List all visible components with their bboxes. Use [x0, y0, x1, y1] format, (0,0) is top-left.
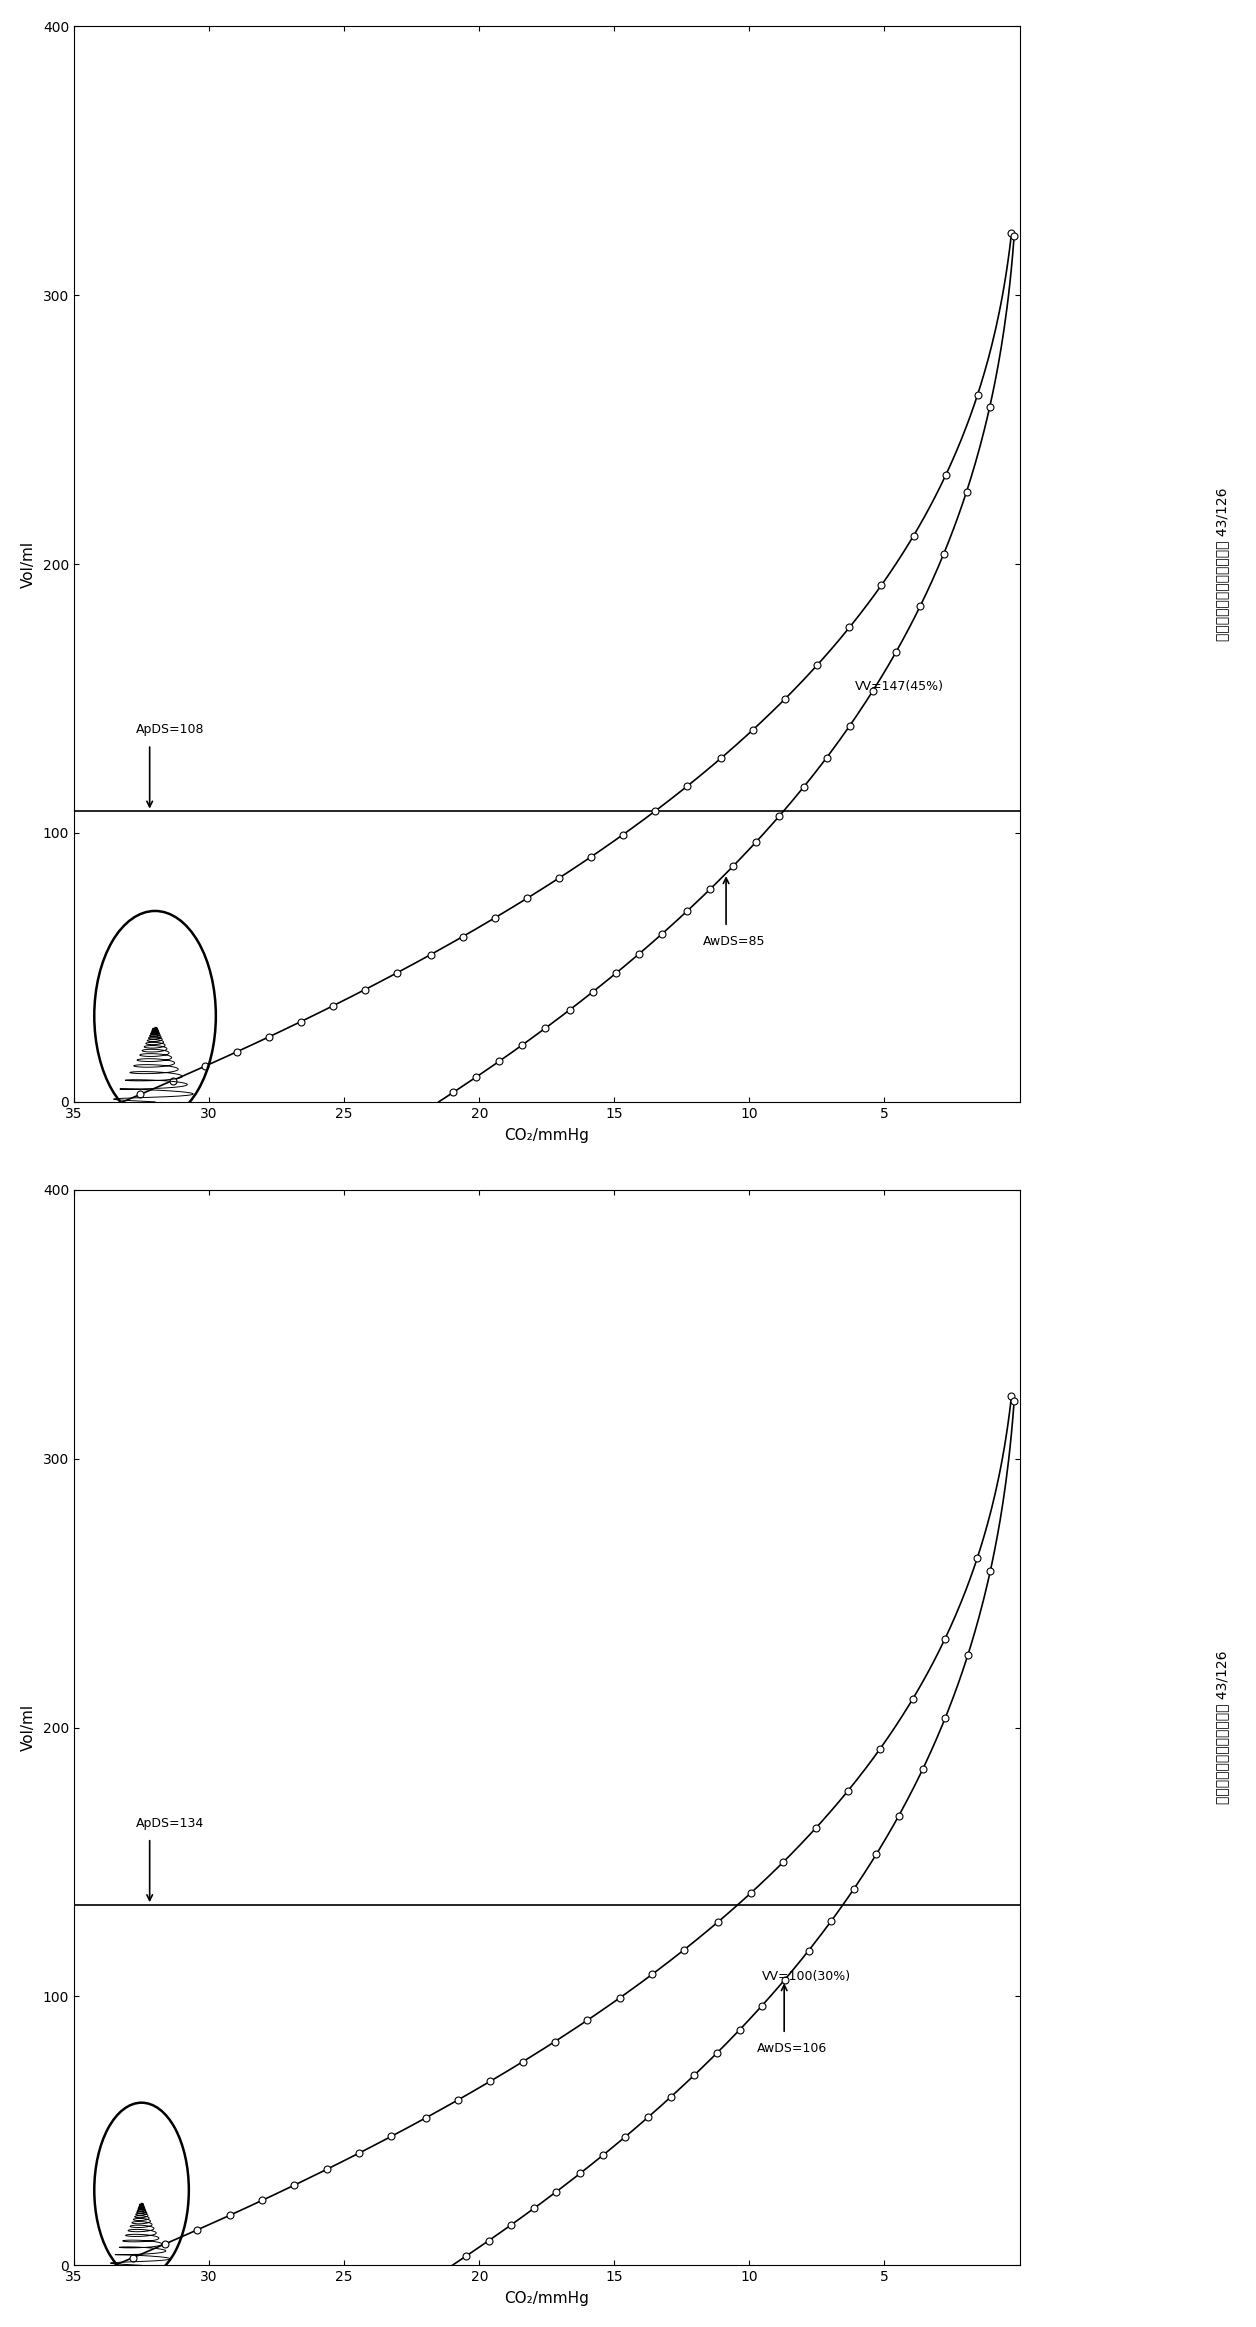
Text: 二氧化碳浓度呼吸描记图： 43/126: 二氧化碳浓度呼吸描记图： 43/126	[1216, 1650, 1230, 1803]
Text: VV=100(30%): VV=100(30%)	[762, 1971, 852, 1983]
Text: ApDS=108: ApDS=108	[136, 724, 205, 735]
Text: VV=147(45%): VV=147(45%)	[854, 679, 943, 693]
Text: ApDS=134: ApDS=134	[136, 1817, 205, 1829]
Y-axis label: Vol/ml: Vol/ml	[21, 1703, 36, 1752]
X-axis label: CO₂/mmHg: CO₂/mmHg	[505, 1129, 589, 1143]
X-axis label: CO₂/mmHg: CO₂/mmHg	[505, 2292, 589, 2306]
Text: 二氧化碳浓度呼吸描记图： 43/126: 二氧化碳浓度呼吸描记图： 43/126	[1216, 486, 1230, 640]
Y-axis label: Vol/ml: Vol/ml	[21, 540, 36, 589]
Text: AwDS=85: AwDS=85	[703, 935, 765, 947]
Text: AwDS=106: AwDS=106	[757, 2043, 828, 2055]
